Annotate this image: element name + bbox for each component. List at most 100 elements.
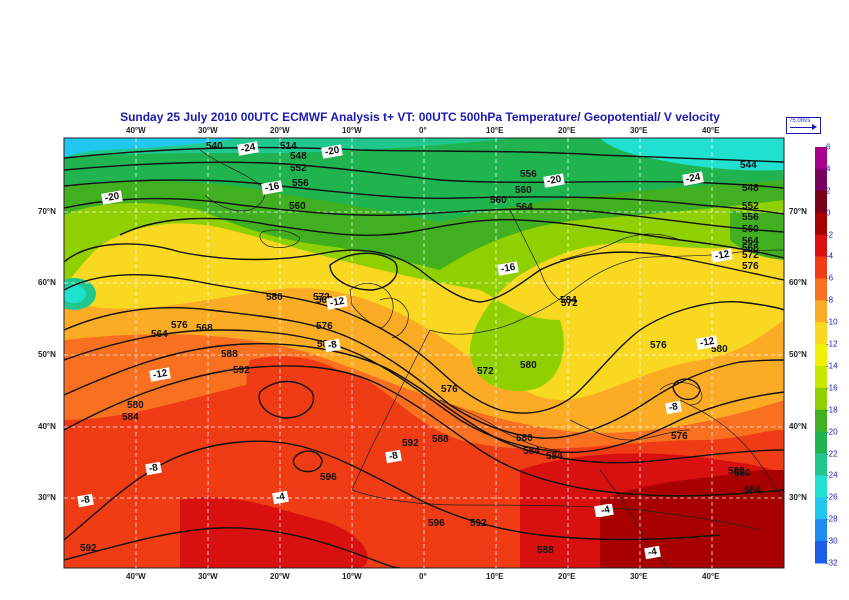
- legend-swatch: [815, 168, 827, 192]
- legend-swatch: [815, 431, 827, 455]
- legend-swatch: [815, 409, 827, 433]
- lon-label-top: 10°E: [486, 126, 504, 135]
- contour-label: 584: [546, 451, 563, 462]
- contour-label: 580: [734, 468, 751, 479]
- legend-tick-label: -26: [826, 492, 838, 502]
- legend-swatch: [815, 256, 827, 279]
- contour-label: 580: [520, 360, 537, 371]
- contour-label: 556: [742, 212, 759, 223]
- contour-label: 592: [402, 438, 419, 449]
- contour-label: 560: [289, 201, 306, 212]
- contour-label: 514: [280, 141, 297, 152]
- contour-label: 584: [523, 446, 540, 457]
- legend-tick-label: -16: [826, 383, 838, 393]
- contour-label: 596: [320, 472, 337, 483]
- contour-label: 568: [196, 323, 213, 334]
- contour-label: 572: [313, 292, 330, 303]
- contour-label: 588: [432, 434, 449, 445]
- lat-label-left: 60°N: [38, 278, 56, 287]
- contour-label: 584: [744, 485, 761, 496]
- lon-label-bottom: 20°W: [270, 572, 290, 581]
- legend-tick-label: -28: [826, 514, 838, 524]
- legend-swatch: [815, 300, 827, 323]
- contour-label: 580: [266, 292, 283, 303]
- lon-label-top: 30°W: [198, 126, 218, 135]
- chart-title: Sunday 25 July 2010 00UTC ECMWF Analysis…: [120, 110, 720, 124]
- lon-label-top: 20°W: [270, 126, 290, 135]
- contour-label: 564: [516, 202, 533, 213]
- contour-label: 544: [740, 160, 757, 171]
- contour-label: 596: [428, 518, 445, 529]
- contour-label: 576: [316, 321, 333, 332]
- contour-label: 540: [206, 141, 223, 152]
- lon-label-bottom: 0°: [419, 572, 427, 581]
- lat-label-right: 60°N: [789, 278, 807, 287]
- legend-swatch: [815, 387, 827, 411]
- legend-swatch: [815, 365, 827, 389]
- lon-label-bottom: 30°W: [198, 572, 218, 581]
- legend-swatch: [815, 322, 827, 345]
- contour-label: 588: [221, 349, 238, 360]
- contour-label: 552: [290, 163, 307, 174]
- wind-scale-key: 75.0m/s: [786, 117, 821, 134]
- legend-tick-label: -6: [826, 273, 834, 283]
- lon-label-bottom: 40°W: [126, 572, 146, 581]
- wind-arrow-icon: [790, 124, 817, 130]
- lat-label-left: 30°N: [38, 493, 56, 502]
- legend-tick-label: -22: [826, 449, 838, 459]
- legend-tick-label: -20: [826, 427, 838, 437]
- lat-label-left: 70°N: [38, 207, 56, 216]
- legend-tick-label: -30: [826, 536, 838, 546]
- coastlines: [199, 149, 784, 568]
- legend-tick-label: -4: [826, 251, 834, 261]
- legend-colorbar: [815, 147, 827, 564]
- contour-label: 592: [470, 518, 487, 529]
- contour-label: 576: [441, 384, 458, 395]
- lon-label-top: 10°W: [342, 126, 362, 135]
- contour-label: 568: [316, 295, 333, 306]
- legend-tick-label: -14: [826, 361, 838, 371]
- contour-label: 580: [127, 400, 144, 411]
- legend-swatch: [815, 541, 827, 564]
- contour-label: 572: [742, 250, 759, 261]
- contour-label: 548: [742, 183, 759, 194]
- contour-label: 556: [520, 169, 537, 180]
- legend-swatch: [815, 190, 827, 214]
- lon-label-top: 20°E: [558, 126, 576, 135]
- legend-swatch: [815, 212, 827, 236]
- contour-label: 580: [516, 433, 533, 444]
- contour-label: 576: [650, 340, 667, 351]
- legend-tick-label: 4: [826, 164, 831, 174]
- contour-label: 592: [80, 543, 97, 554]
- contour-label: 592: [233, 365, 250, 376]
- contour-label: 552: [742, 201, 759, 212]
- legend-tick-label: -10: [826, 317, 838, 327]
- contour-label: 560: [490, 195, 507, 206]
- legend-swatch: [815, 344, 827, 367]
- legend-swatch: [815, 147, 827, 170]
- contour-label: 588: [537, 545, 554, 556]
- lat-label-right: 70°N: [789, 207, 807, 216]
- contour-label: 568: [742, 243, 759, 254]
- lon-label-top: 40°W: [126, 126, 146, 135]
- contour-label: 580: [728, 466, 745, 477]
- contour-label: 560: [515, 185, 532, 196]
- contour-label: 556: [292, 178, 309, 189]
- contour-label: 548: [290, 151, 307, 162]
- legend-tick-label: 2: [826, 186, 831, 196]
- lon-label-bottom: 10°E: [486, 572, 504, 581]
- contour-label: 576: [742, 261, 759, 272]
- contour-label: 584: [560, 295, 577, 306]
- legend-swatch: [815, 497, 827, 520]
- legend-tick-label: -8: [826, 295, 834, 305]
- contour-label: 572: [561, 298, 578, 309]
- legend-swatch: [815, 234, 827, 257]
- legend-tick-label: -32: [826, 558, 838, 568]
- lon-label-bottom: 30°E: [630, 572, 648, 581]
- lon-label-top: 30°E: [630, 126, 648, 135]
- contour-label: 584: [122, 412, 139, 423]
- lon-label-bottom: 20°E: [558, 572, 576, 581]
- contour-label: 564: [742, 236, 759, 247]
- geopotential-contours: [64, 146, 784, 568]
